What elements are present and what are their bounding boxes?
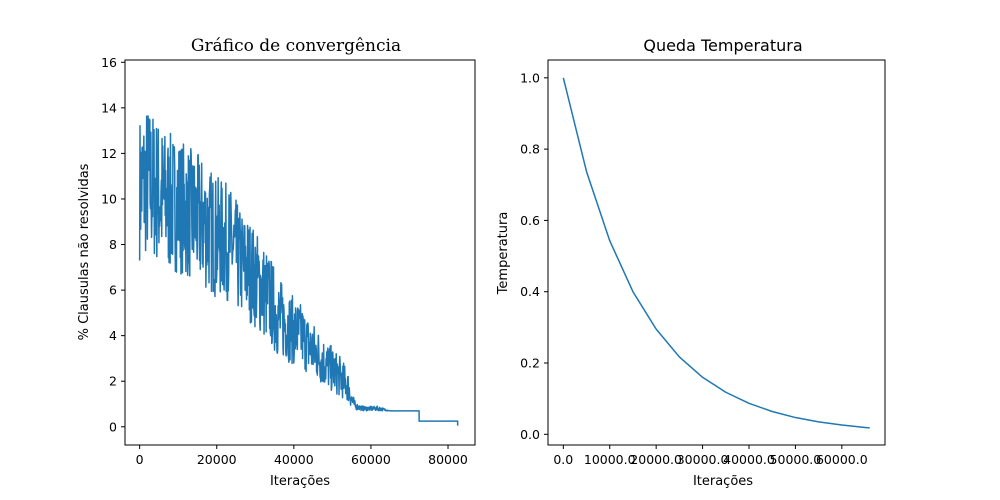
temperature-y-tick-label: 0.4	[520, 284, 540, 299]
temperature-y-tick-label: 0.8	[520, 142, 540, 157]
temperature-y-tick-label: 0.2	[520, 356, 540, 371]
convergence-series-layer	[138, 115, 459, 426]
temperature-plot-frame	[547, 59, 886, 446]
convergence-y-tick-label: 0	[109, 419, 117, 434]
convergence-y-tick-label: 4	[109, 328, 117, 343]
convergence-plot-frame	[124, 59, 476, 446]
convergence-y-tick-label: 8	[109, 237, 117, 252]
temperature-x-tick-label: 10000.0	[584, 452, 636, 467]
temperature-x-tick-label: 50000.0	[770, 452, 822, 467]
convergence-y-tick-label: 6	[109, 283, 117, 298]
convergence-y-tick-label: 14	[101, 100, 117, 115]
convergence-chart: 0 20000 40000 60000 80000 0 2 4 6 8 10 12 14 16 Gráfi…	[77, 36, 476, 489]
convergence-y-axis-label: % Clausulas não resolvidas	[77, 163, 92, 340]
convergence-x-tick-label: 80000	[428, 452, 468, 467]
convergence-x-tick-label: 0	[136, 452, 144, 467]
temperature-x-tick-label: 40000.0	[723, 452, 775, 467]
temperature-y-tick-label: 0.6	[520, 213, 540, 228]
convergence-x-axis-label: Iterações	[270, 474, 330, 489]
convergence-x-tick-label: 20000	[197, 452, 237, 467]
temperature-y-tick-label: 0.0	[520, 427, 540, 442]
temperature-series-layer	[562, 77, 870, 429]
convergence-series-line	[138, 115, 459, 426]
temperature-x-tick-label: 30000.0	[677, 452, 729, 467]
temperature-x-tick-label: 0.0	[553, 452, 573, 467]
temperature-chart: 0.0 10000.020000.030000.040000.050000.060…	[496, 36, 886, 489]
convergence-y-tick-label: 10	[101, 191, 117, 206]
convergence-chart-title: Gráfico de convergência	[191, 36, 401, 56]
temperature-x-axis-label: Iterações	[693, 474, 753, 489]
temperature-ticks-layer: 0.0 10000.020000.030000.040000.050000.060…	[520, 70, 868, 467]
temperature-x-tick-label: 60000.0	[816, 452, 868, 467]
convergence-x-tick-label: 60000	[351, 452, 391, 467]
temperature-x-tick-label: 20000.0	[630, 452, 682, 467]
temperature-y-tick-label: 1.0	[520, 70, 540, 85]
convergence-ticks-layer: 0 20000 40000 60000 80000 0 2 4 6 8 10 12 14 16	[101, 55, 468, 467]
temperature-series-line	[562, 77, 870, 429]
convergence-y-tick-label: 12	[101, 146, 117, 161]
temperature-y-axis-label: Temperatura	[496, 212, 511, 296]
convergence-y-tick-label: 2	[109, 374, 117, 389]
convergence-x-tick-label: 40000	[274, 452, 314, 467]
convergence-y-tick-label: 16	[101, 55, 117, 70]
temperature-chart-title: Queda Temperatura	[643, 36, 802, 55]
